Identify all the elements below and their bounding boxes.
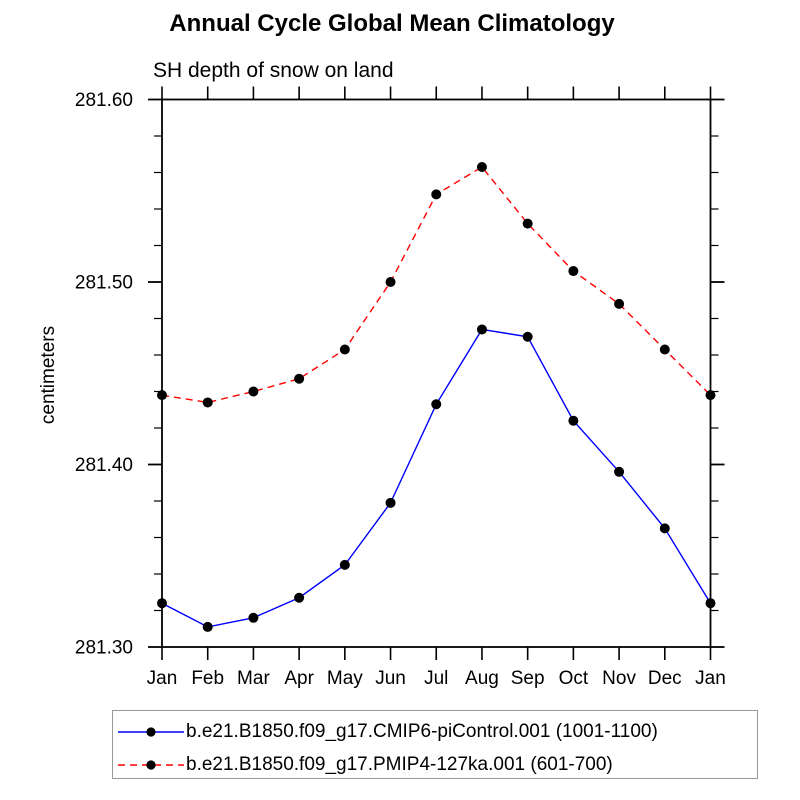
x-tick-label: Apr	[284, 668, 314, 689]
data-point-marker	[568, 415, 579, 426]
data-point-marker	[568, 266, 579, 277]
x-tick-label: Mar	[237, 668, 270, 689]
y-tick-label: 281.40	[75, 455, 133, 476]
data-point-marker	[339, 344, 350, 355]
data-point-marker	[705, 390, 716, 401]
data-point-marker	[339, 559, 350, 570]
data-point-marker	[294, 592, 305, 603]
y-tick-label: 281.50	[75, 273, 133, 294]
data-point-marker	[157, 598, 167, 609]
data-point-marker	[431, 189, 442, 200]
x-tick-label: Jul	[424, 668, 448, 689]
x-tick-label: Jun	[375, 668, 406, 689]
x-tick-label: Feb	[191, 668, 224, 689]
y-tick-label: 281.30	[75, 638, 133, 659]
data-point-marker	[614, 466, 625, 477]
data-point-marker	[659, 344, 670, 355]
series-line-0	[161, 328, 712, 628]
data-point-marker	[385, 497, 396, 508]
legend-item-pmip4-127ka: b.e21.B1850.f09_g17.PMIP4-127ka.001 (601…	[116, 753, 613, 777]
chart-subtitle: SH depth of snow on land	[153, 59, 394, 82]
data-point-marker	[522, 331, 533, 342]
chart-title: Annual Cycle Global Mean Climatology	[169, 10, 615, 37]
x-tick-label: Jan	[147, 668, 178, 689]
data-point-marker	[248, 612, 259, 623]
y-tick-label: 281.60	[75, 90, 133, 111]
data-point-marker	[385, 277, 396, 287]
data-point-marker	[248, 386, 259, 397]
x-tick-label: Oct	[559, 668, 589, 689]
plot-frame	[161, 98, 712, 648]
x-tick-label: Jan	[695, 668, 726, 689]
legend-marker-dashed-red-line	[118, 760, 184, 770]
x-tick-label: Nov	[602, 668, 636, 689]
data-point-marker	[659, 523, 670, 534]
legend-label: b.e21.B1850.f09_g17.PMIP4-127ka.001 (601…	[186, 754, 613, 775]
data-point-marker	[202, 621, 213, 632]
legend-marker-solid-blue-line	[118, 727, 184, 737]
data-point-marker	[202, 397, 213, 408]
x-tick-label: Aug	[465, 668, 499, 689]
legend-box: b.e21.B1850.f09_g17.CMIP6-piControl.001 …	[112, 710, 758, 779]
x-tick-label: Sep	[511, 668, 545, 689]
data-point-marker	[476, 324, 487, 335]
legend-label: b.e21.B1850.f09_g17.CMIP6-piControl.001 …	[186, 721, 658, 742]
data-point-marker	[522, 218, 533, 229]
x-tick-label: May	[327, 668, 363, 689]
legend-item-cmip6-picontrol: b.e21.B1850.f09_g17.CMIP6-piControl.001 …	[116, 720, 658, 744]
data-point-marker	[705, 598, 716, 609]
data-point-marker	[157, 390, 167, 401]
data-point-marker	[294, 373, 305, 384]
x-tick-label: Dec	[648, 668, 682, 689]
series-line-1	[161, 166, 711, 404]
data-point-marker	[614, 298, 625, 309]
data-point-marker	[431, 399, 442, 410]
data-point-marker	[476, 162, 487, 173]
